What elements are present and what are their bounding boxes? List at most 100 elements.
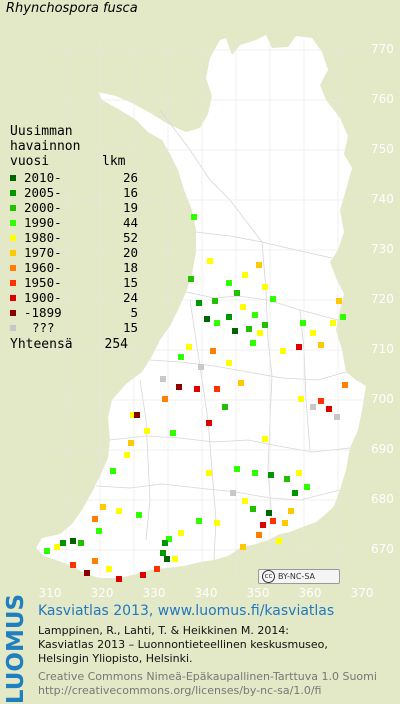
legend-period: 1960- [24,260,62,275]
legend-col-period: vuosi [10,154,50,169]
legend-swatch [10,310,16,316]
observation-square [162,396,168,402]
observation-square [194,386,200,392]
observation-square [282,520,288,526]
legend-count: 15 [122,275,138,290]
legend-heading-2: havainnon [10,139,81,154]
cc-license-badge[interactable]: cc BY-NC-SA [258,569,340,584]
observation-square [234,290,240,296]
northing-label: 730 [371,242,394,256]
observation-square [186,344,192,350]
easting-label: 320 [90,586,114,600]
observation-square [238,380,244,386]
observation-square [92,558,98,564]
observation-square [70,562,76,568]
legend-swatch [10,175,16,181]
observation-square [188,276,194,282]
northing-label: 700 [371,392,394,406]
observation-square [198,364,204,370]
observation-square [276,538,282,544]
observation-square [298,396,304,402]
observation-square [234,466,240,472]
observation-square [256,262,262,268]
legend-count: 20 [122,245,138,260]
legend-period: 1970- [24,245,62,260]
observation-square [130,412,136,418]
finland-land [36,35,366,578]
observation-square [144,428,150,434]
northing-label: 680 [371,492,394,506]
legend-col-count: lkm [102,154,126,169]
observation-square [334,414,340,420]
observation-square [160,550,166,556]
observation-square [116,576,122,582]
observation-square [284,476,290,482]
observation-square [206,470,212,476]
observation-square [262,322,268,328]
observation-square [326,406,332,412]
observation-square [246,326,252,332]
northing-label: 670 [371,542,394,556]
observation-square [110,468,116,474]
species-name: Rhynchospora fusca [6,1,138,16]
observation-square [240,304,246,310]
observation-square [304,484,310,490]
legend-period: 1950- [24,275,62,290]
observation-square [178,530,184,536]
observation-square [240,544,246,550]
observation-square [270,518,276,524]
legend-count: 24 [122,290,138,305]
observation-square [212,298,218,304]
northing-label: 690 [371,442,394,456]
legend-count: 18 [122,260,138,275]
observation-square [214,386,220,392]
license-url[interactable]: http://creativecommons.org/licenses/by-n… [38,684,322,697]
easting-label: 340 [194,586,218,600]
observation-square [336,298,342,304]
observation-square [154,566,160,572]
legend-heading-1: Uusimman [10,124,73,139]
legend-count: 15 [122,320,138,335]
observation-square [296,344,302,350]
observation-square [262,284,268,290]
northing-label: 770 [371,42,394,56]
observation-square [292,490,298,496]
easting-label: 310 [38,586,62,600]
observation-square [310,404,316,410]
observation-square [44,548,50,554]
observation-square [78,540,84,546]
legend-swatch [10,265,16,271]
observation-square [250,506,256,512]
legend-swatch [10,325,16,331]
observation-square [170,430,176,436]
observation-square [100,504,106,510]
observation-square [134,412,140,418]
observation-square [280,348,286,354]
citation-line-1: Lamppinen, R., Lahti, T. & Heikkinen M. … [38,624,290,637]
observation-square [178,354,184,360]
legend-swatch [10,220,16,226]
atlas-link[interactable]: Kasviatlas 2013, www.luomus.fi/kasviatla… [38,603,335,619]
observation-square [196,518,202,524]
observation-square [214,520,220,526]
observation-square [260,522,266,528]
observation-square [242,498,248,504]
observation-square [342,382,348,388]
observation-square [210,348,216,354]
legend-count: 5 [130,305,138,320]
observation-square [54,544,60,550]
observation-square [310,330,316,336]
observation-square [128,440,134,446]
legend-swatch [10,295,16,301]
observation-square [214,320,220,326]
observation-square [270,296,276,302]
observation-squares [44,214,348,582]
observation-square [268,472,274,478]
observation-square [222,404,228,410]
legend-swatch [10,235,16,241]
observation-square [84,570,90,576]
easting-label: 360 [298,586,322,600]
legend-total-count: 254 [104,337,128,352]
legend-period: 2000- [24,200,62,215]
observation-square [318,342,324,348]
